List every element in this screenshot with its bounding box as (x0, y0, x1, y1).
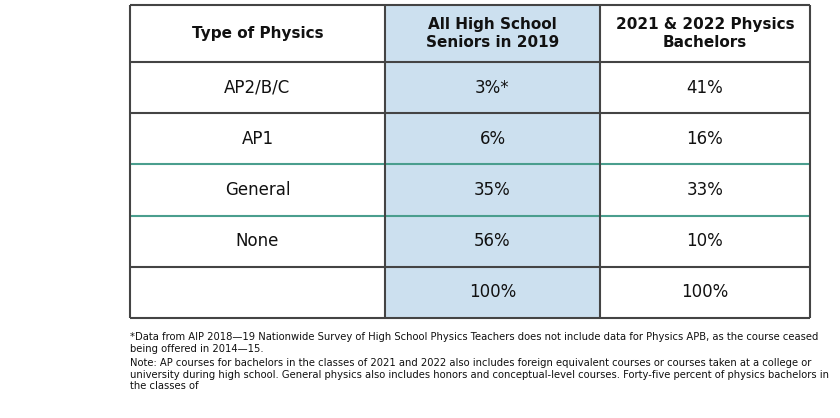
Text: 100%: 100% (469, 283, 516, 301)
Text: 56%: 56% (475, 232, 511, 250)
Bar (130, 5, 385, 62)
Bar (600, 5, 810, 62)
Bar (385, 216, 600, 267)
Bar (600, 113, 810, 164)
Bar (600, 62, 810, 113)
Text: 3%*: 3%* (475, 79, 510, 97)
Text: Type of Physics: Type of Physics (192, 26, 323, 41)
Text: 2021 & 2022 Physics
Bachelors: 2021 & 2022 Physics Bachelors (616, 17, 795, 50)
Bar (385, 267, 600, 318)
Text: 35%: 35% (474, 181, 511, 199)
Text: None: None (236, 232, 279, 250)
Bar (385, 5, 600, 62)
Bar (385, 164, 600, 216)
Bar (600, 267, 810, 318)
Text: AP2/B/C: AP2/B/C (224, 79, 291, 97)
Bar (130, 164, 385, 216)
Text: 6%: 6% (480, 130, 506, 148)
Text: All High School
Seniors in 2019: All High School Seniors in 2019 (426, 17, 559, 50)
Bar (600, 216, 810, 267)
Text: Note: AP courses for bachelors in the classes of 2021 and 2022 also includes for: Note: AP courses for bachelors in the cl… (130, 358, 829, 391)
Bar (385, 62, 600, 113)
Text: 16%: 16% (686, 130, 723, 148)
Text: 41%: 41% (686, 79, 723, 97)
Bar (130, 267, 385, 318)
Text: 10%: 10% (686, 232, 723, 250)
Bar (130, 62, 385, 113)
Bar (130, 113, 385, 164)
Text: *Data from AIP 2018—19 Nationwide Survey of High School Physics Teachers does no: *Data from AIP 2018—19 Nationwide Survey… (130, 332, 818, 354)
Text: 33%: 33% (686, 181, 723, 199)
Text: 100%: 100% (681, 283, 728, 301)
Bar (130, 216, 385, 267)
Bar (385, 113, 600, 164)
Text: AP1: AP1 (241, 130, 274, 148)
Text: General: General (225, 181, 291, 199)
Bar (600, 164, 810, 216)
